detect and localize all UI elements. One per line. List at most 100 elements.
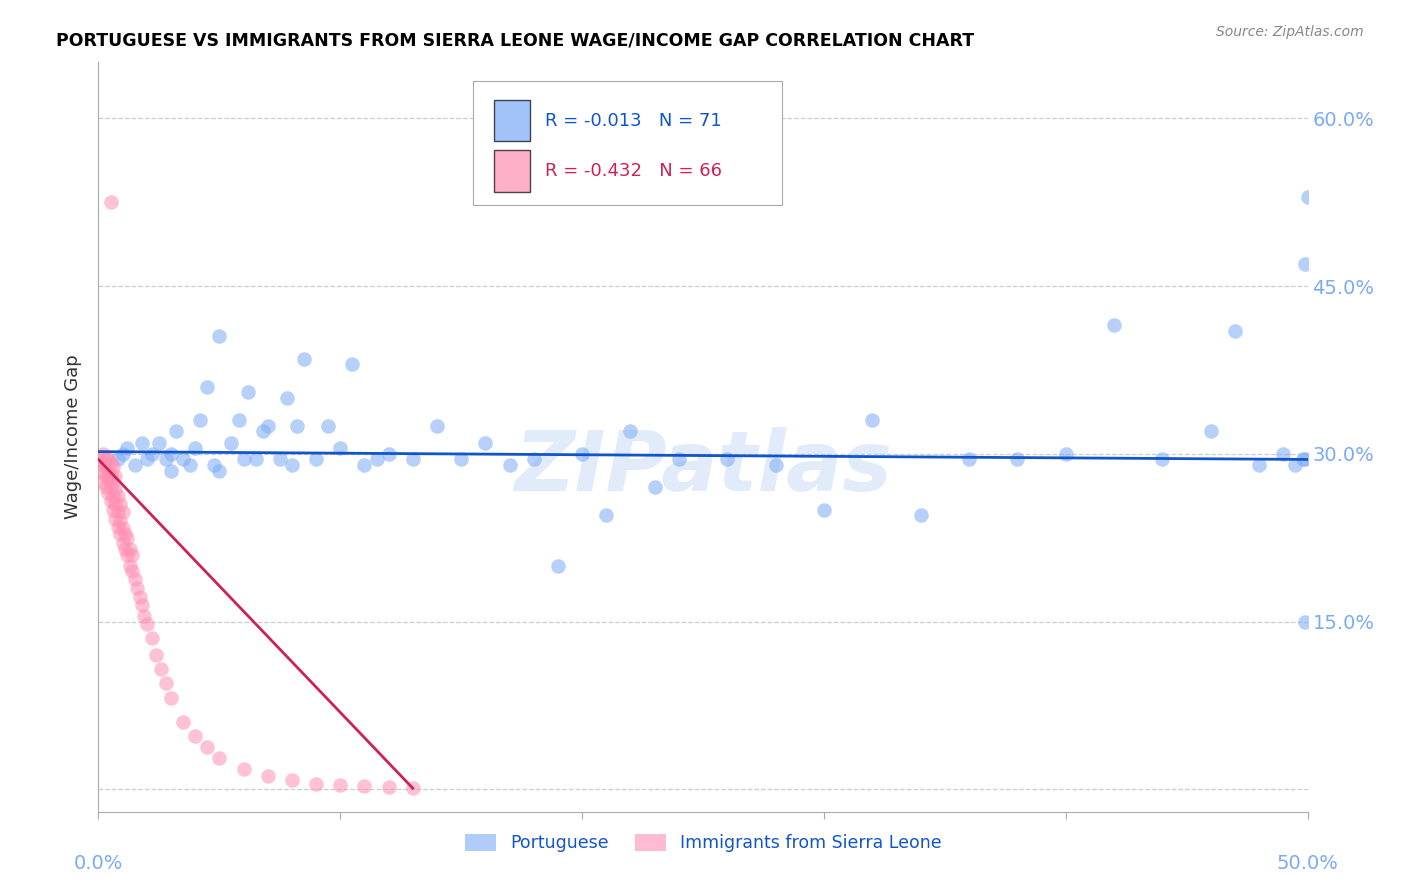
Point [108, 514, 131, 528]
Point [498, 458, 520, 472]
Point [644, 480, 666, 494]
Point [90, 452, 112, 467]
Point [179, 458, 201, 472]
Point [232, 762, 254, 776]
Point [474, 435, 496, 450]
Point [145, 648, 167, 662]
Point [1284, 458, 1306, 472]
Point [245, 452, 267, 467]
Point [91, 475, 114, 489]
Point [256, 418, 278, 433]
Point [377, 447, 399, 461]
Point [97, 452, 120, 467]
Point [108, 497, 131, 511]
Point [107, 519, 129, 533]
Point [97, 471, 120, 485]
Point [329, 778, 352, 792]
Point [353, 779, 375, 793]
Point [1199, 425, 1222, 439]
Point [172, 715, 194, 730]
Point [595, 508, 617, 523]
Point [1249, 458, 1271, 472]
Text: PORTUGUESE VS IMMIGRANTS FROM SIERRA LEONE WAGE/INCOME GAP CORRELATION CHART: PORTUGUESE VS IMMIGRANTS FROM SIERRA LEO… [56, 31, 974, 49]
Point [204, 458, 226, 472]
Point [450, 452, 472, 467]
Point [100, 493, 122, 508]
Point [160, 464, 183, 478]
Point [127, 581, 149, 595]
Point [121, 564, 143, 578]
Point [100, 469, 122, 483]
Point [131, 598, 153, 612]
Text: 0.0%: 0.0% [73, 855, 124, 873]
Point [135, 616, 157, 631]
Point [128, 590, 150, 604]
Point [124, 572, 146, 586]
Point [957, 452, 980, 467]
Legend: Portuguese, Immigrants from Sierra Leone: Portuguese, Immigrants from Sierra Leone [458, 827, 948, 859]
Point [111, 536, 134, 550]
Point [101, 489, 124, 503]
Point [148, 435, 170, 450]
Point [208, 329, 231, 343]
Point [377, 780, 399, 794]
Point [90, 464, 112, 478]
Point [141, 632, 163, 646]
Text: ZIPatlas: ZIPatlas [515, 426, 891, 508]
Point [195, 380, 218, 394]
Point [221, 435, 243, 450]
Point [117, 531, 139, 545]
Point [910, 508, 932, 523]
Point [134, 609, 156, 624]
Point [101, 475, 124, 489]
Point [107, 489, 129, 503]
Point [1292, 452, 1315, 467]
Point [276, 391, 298, 405]
Point [813, 502, 835, 516]
Point [100, 195, 122, 210]
Point [571, 447, 593, 461]
Point [100, 480, 122, 494]
Point [97, 486, 120, 500]
Point [1152, 452, 1174, 467]
Point [316, 418, 339, 433]
Text: R = -0.013   N = 71: R = -0.013 N = 71 [544, 112, 721, 130]
Point [184, 442, 207, 456]
Point [1223, 324, 1246, 338]
Point [402, 781, 425, 796]
FancyBboxPatch shape [494, 151, 530, 192]
Point [208, 751, 231, 765]
Point [111, 521, 134, 535]
Point [118, 558, 141, 573]
Point [101, 502, 124, 516]
Point [619, 425, 641, 439]
Point [160, 690, 183, 705]
Point [135, 452, 157, 467]
Point [208, 464, 231, 478]
Point [104, 483, 127, 497]
Point [101, 460, 124, 475]
Point [1296, 189, 1319, 203]
Point [188, 413, 211, 427]
Point [402, 452, 425, 467]
Y-axis label: Wage/Income Gap: Wage/Income Gap [65, 355, 83, 519]
Point [281, 458, 304, 472]
Point [426, 418, 449, 433]
Point [305, 452, 328, 467]
Point [1294, 257, 1316, 271]
Point [155, 676, 177, 690]
Point [292, 351, 315, 366]
Point [131, 435, 153, 450]
Point [121, 548, 143, 562]
Point [523, 452, 546, 467]
Point [547, 558, 569, 573]
Point [91, 447, 114, 461]
Point [232, 452, 254, 467]
Point [94, 480, 117, 494]
Point [111, 447, 134, 461]
Point [141, 447, 163, 461]
Point [1007, 452, 1029, 467]
Text: R = -0.432   N = 66: R = -0.432 N = 66 [544, 162, 721, 180]
Point [269, 452, 291, 467]
Point [155, 452, 177, 467]
